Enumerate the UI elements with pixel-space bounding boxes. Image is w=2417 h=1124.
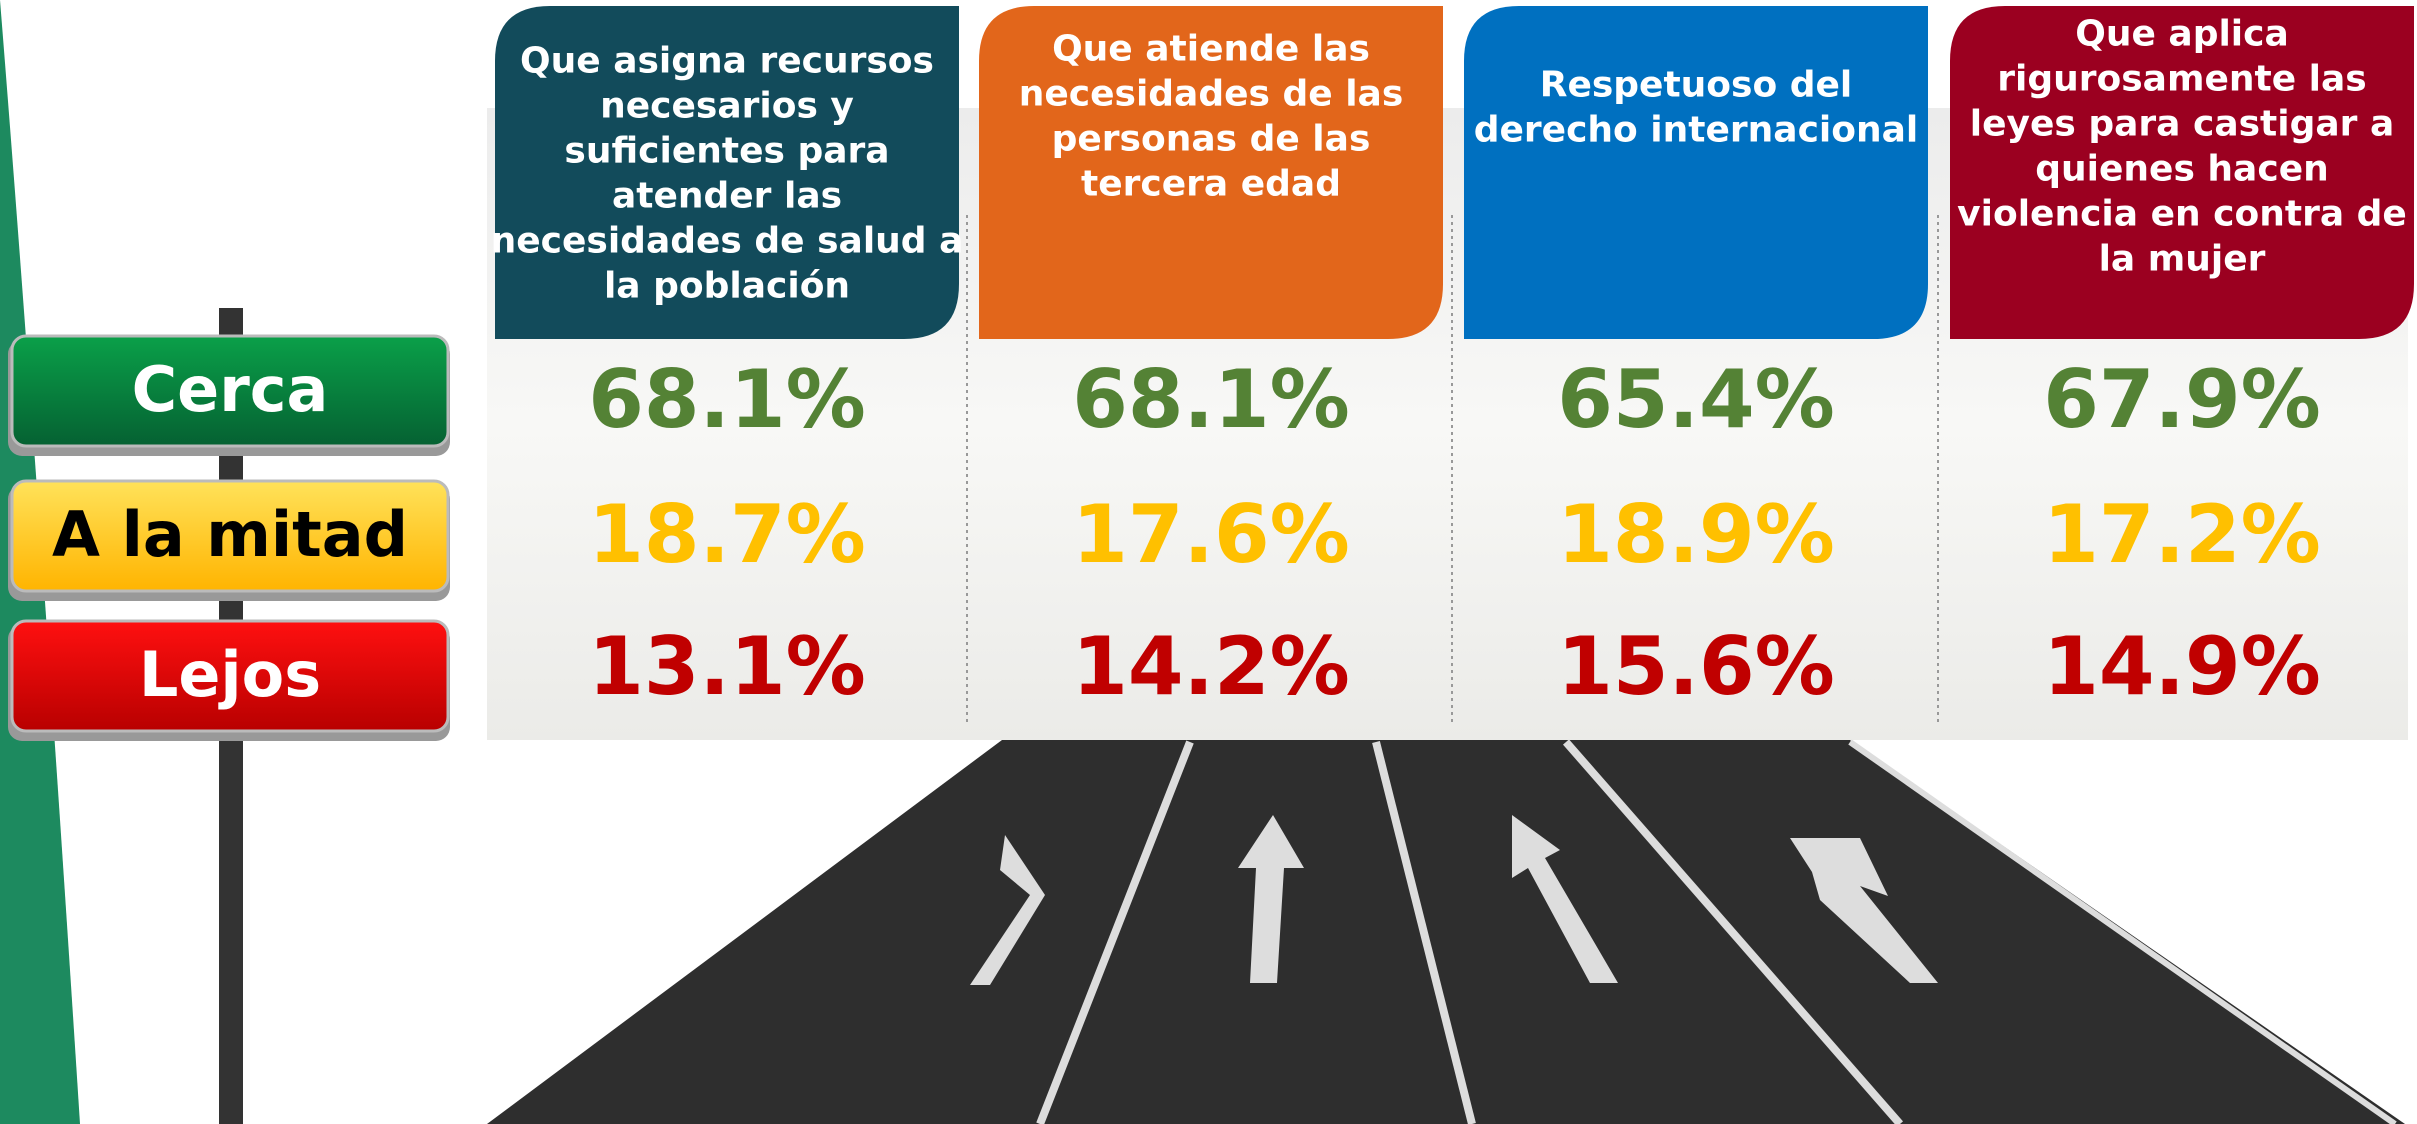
column-header-text: necesidades de las bbox=[1019, 74, 1404, 115]
column-header-text: necesidades de salud a bbox=[491, 221, 964, 262]
percentage: 18.9% bbox=[1557, 488, 1835, 581]
column-header-text: tercera edad bbox=[1081, 164, 1341, 205]
road bbox=[487, 739, 2405, 1124]
percentage: 68.1% bbox=[1072, 353, 1350, 446]
column-header-text: necesarios y bbox=[600, 86, 854, 127]
percentage: 13.1% bbox=[588, 620, 866, 713]
column-header-text: Que aplica bbox=[2075, 14, 2289, 55]
column-header-text: Que atiende las bbox=[1052, 29, 1370, 70]
sign-label: A la mitad bbox=[52, 498, 408, 571]
column-header-text: violencia en contra de bbox=[1957, 194, 2407, 235]
column-header bbox=[495, 6, 959, 339]
column-header-text: quienes hacen bbox=[2035, 149, 2328, 190]
column-header bbox=[1950, 6, 2414, 339]
column-header-text: personas de las bbox=[1052, 119, 1371, 160]
column-header bbox=[1464, 6, 1928, 339]
percentage: 18.7% bbox=[588, 488, 866, 581]
column-header bbox=[979, 6, 1443, 339]
column-header-text: rigurosamente las bbox=[1997, 59, 2366, 100]
percentage: 15.6% bbox=[1557, 620, 1835, 713]
sign bbox=[10, 334, 450, 448]
column-header-text: Que asigna recursos bbox=[520, 41, 934, 82]
column-header-text: leyes para castigar a bbox=[1970, 104, 2395, 145]
percentage: 68.1% bbox=[588, 353, 866, 446]
percentage: 14.2% bbox=[1072, 620, 1350, 713]
percentage: 17.6% bbox=[1072, 488, 1350, 581]
column-header-text: atender las bbox=[612, 176, 842, 217]
percentage: 67.9% bbox=[2043, 353, 2321, 446]
column-header-text: derecho internacional bbox=[1474, 110, 1919, 151]
column-header-text: la población bbox=[604, 266, 850, 307]
sign bbox=[10, 479, 450, 593]
sign-label: Cerca bbox=[132, 353, 329, 426]
column-header-text: suficientes para bbox=[564, 131, 889, 172]
sign-label: Lejos bbox=[139, 638, 321, 711]
percentage: 65.4% bbox=[1557, 353, 1835, 446]
sign bbox=[10, 619, 450, 733]
percentage: 14.9% bbox=[2043, 620, 2321, 713]
column-header-text: la mujer bbox=[2099, 239, 2266, 280]
percentage: 17.2% bbox=[2043, 488, 2321, 581]
column-header-text: Respetuoso del bbox=[1540, 65, 1853, 106]
